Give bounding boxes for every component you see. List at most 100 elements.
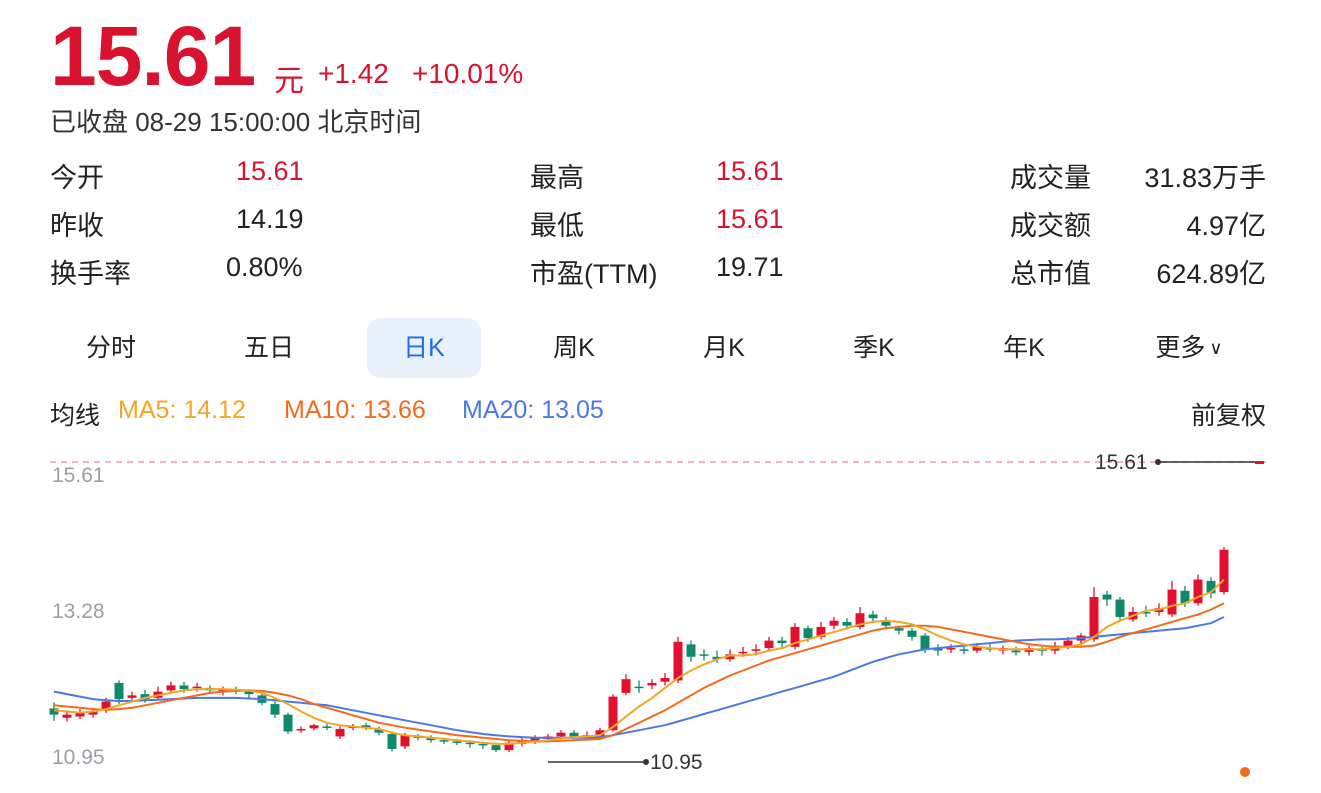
tab-daily-k[interactable]: 日K xyxy=(367,318,481,378)
stat-market-cap-value: 624.89亿 xyxy=(1156,259,1266,289)
candle-down[interactable] xyxy=(270,704,280,715)
candle-up[interactable] xyxy=(673,641,683,681)
tab-more-label: 更多 xyxy=(1155,334,1206,362)
y-tick-label: 15.61 xyxy=(52,464,105,487)
candle-down[interactable] xyxy=(842,621,852,626)
candle-up[interactable] xyxy=(595,730,605,737)
candle-up[interactable] xyxy=(946,648,956,650)
candle-down[interactable] xyxy=(49,708,59,715)
candle-down[interactable] xyxy=(959,649,969,651)
stat-open-value: 15.61 xyxy=(236,156,304,186)
candle-down[interactable] xyxy=(1102,594,1112,600)
candle-down[interactable] xyxy=(907,630,917,637)
price-unit: 元 xyxy=(274,65,304,98)
candle-up[interactable] xyxy=(738,651,748,654)
candle-up[interactable] xyxy=(101,701,111,711)
candle-up[interactable] xyxy=(855,613,865,627)
candle-down[interactable] xyxy=(387,733,397,749)
candle-up[interactable] xyxy=(192,686,202,689)
chevron-down-icon: ∨ xyxy=(1209,338,1223,358)
candle-up[interactable] xyxy=(790,626,800,647)
stat-pe-value: 19.71 xyxy=(716,252,784,282)
stat-low-label: 最低 xyxy=(530,211,584,241)
candle-down[interactable] xyxy=(569,732,579,737)
candlestick-chart[interactable]: 15.61 13.28 10.95 15.61 10.95 xyxy=(0,440,1321,790)
candle-down[interactable] xyxy=(712,656,722,660)
tab-weekly-k[interactable]: 周K xyxy=(553,334,595,362)
candle-up[interactable] xyxy=(166,685,176,691)
candle-up[interactable] xyxy=(764,640,774,649)
candle-down[interactable] xyxy=(920,635,930,650)
tab-five-day[interactable]: 五日 xyxy=(243,334,294,362)
candle-up[interactable] xyxy=(1089,597,1099,640)
candle-down[interactable] xyxy=(322,726,332,728)
candle-down[interactable] xyxy=(1141,611,1151,614)
candle-up[interactable] xyxy=(556,732,566,737)
stat-open-label: 今开 xyxy=(50,163,104,193)
candle-down[interactable] xyxy=(465,742,475,745)
min-price-label: 10.95 xyxy=(650,751,703,774)
candle-down[interactable] xyxy=(374,728,384,733)
candle-down[interactable] xyxy=(491,745,501,751)
candle-down[interactable] xyxy=(179,685,189,690)
candle-down[interactable] xyxy=(803,628,813,639)
candle-up[interactable] xyxy=(1193,579,1203,604)
candle-down[interactable] xyxy=(868,614,878,619)
candle-up[interactable] xyxy=(296,728,306,731)
candle-up[interactable] xyxy=(75,712,85,717)
candle-up[interactable] xyxy=(725,654,735,660)
candle-down[interactable] xyxy=(1011,650,1021,653)
candle-down[interactable] xyxy=(1115,599,1125,617)
candle-down[interactable] xyxy=(634,686,644,689)
candle-up[interactable] xyxy=(608,696,618,731)
candle-down[interactable] xyxy=(777,640,787,644)
tab-quarterly-k[interactable]: 季K xyxy=(853,334,895,362)
price-change: +1.42 xyxy=(318,58,389,89)
candle-up[interactable] xyxy=(88,711,98,715)
candle-down[interactable] xyxy=(244,691,254,695)
candle-up[interactable] xyxy=(1167,589,1177,615)
candle-down[interactable] xyxy=(478,743,488,746)
candle-up[interactable] xyxy=(1219,549,1229,593)
candle-up[interactable] xyxy=(127,695,137,698)
candle-down[interactable] xyxy=(439,740,449,742)
candle-up[interactable] xyxy=(829,620,839,626)
candle-down[interactable] xyxy=(1206,580,1216,594)
period-tabs: 分时 五日 日K 周K 月K 季K 年K 更多 ∨ xyxy=(50,318,1266,380)
candle-up[interactable] xyxy=(400,735,410,747)
candle-down[interactable] xyxy=(140,694,150,700)
candles-group xyxy=(49,547,1229,752)
candle-down[interactable] xyxy=(933,648,943,651)
candle-up[interactable] xyxy=(62,714,72,718)
ma10-value: MA10: 13.66 xyxy=(284,396,426,424)
candle-down[interactable] xyxy=(686,644,696,657)
candle-down[interactable] xyxy=(283,714,293,732)
candle-up[interactable] xyxy=(647,682,657,686)
candle-up[interactable] xyxy=(1063,640,1073,647)
candle-up[interactable] xyxy=(751,649,761,651)
candle-down[interactable] xyxy=(426,737,436,741)
candle-down[interactable] xyxy=(894,628,904,631)
candle-down[interactable] xyxy=(881,620,891,626)
candle-down[interactable] xyxy=(114,682,124,700)
live-indicator-dot xyxy=(1240,767,1250,777)
candle-down[interactable] xyxy=(1180,590,1190,604)
ma5-value: MA5: 14.12 xyxy=(118,396,246,424)
tab-monthly-k[interactable]: 月K xyxy=(703,334,745,362)
candle-up[interactable] xyxy=(816,626,826,637)
candle-up[interactable] xyxy=(530,737,540,742)
candle-down[interactable] xyxy=(699,654,709,656)
candle-up[interactable] xyxy=(504,742,514,751)
adjust-toggle[interactable]: 前复权 xyxy=(1190,402,1266,430)
tab-yearly-k[interactable]: 年K xyxy=(1003,334,1045,362)
tab-more[interactable]: 更多 ∨ xyxy=(1132,318,1246,378)
candle-down[interactable] xyxy=(452,741,462,743)
candle-up[interactable] xyxy=(621,679,631,693)
tab-intraday[interactable]: 分时 xyxy=(85,334,136,362)
candle-up[interactable] xyxy=(660,677,670,682)
candle-up[interactable] xyxy=(309,725,319,729)
candle-down[interactable] xyxy=(361,725,371,728)
candle-up[interactable] xyxy=(335,728,345,737)
candle-up[interactable] xyxy=(972,646,982,651)
y-tick-label: 13.28 xyxy=(52,600,105,623)
